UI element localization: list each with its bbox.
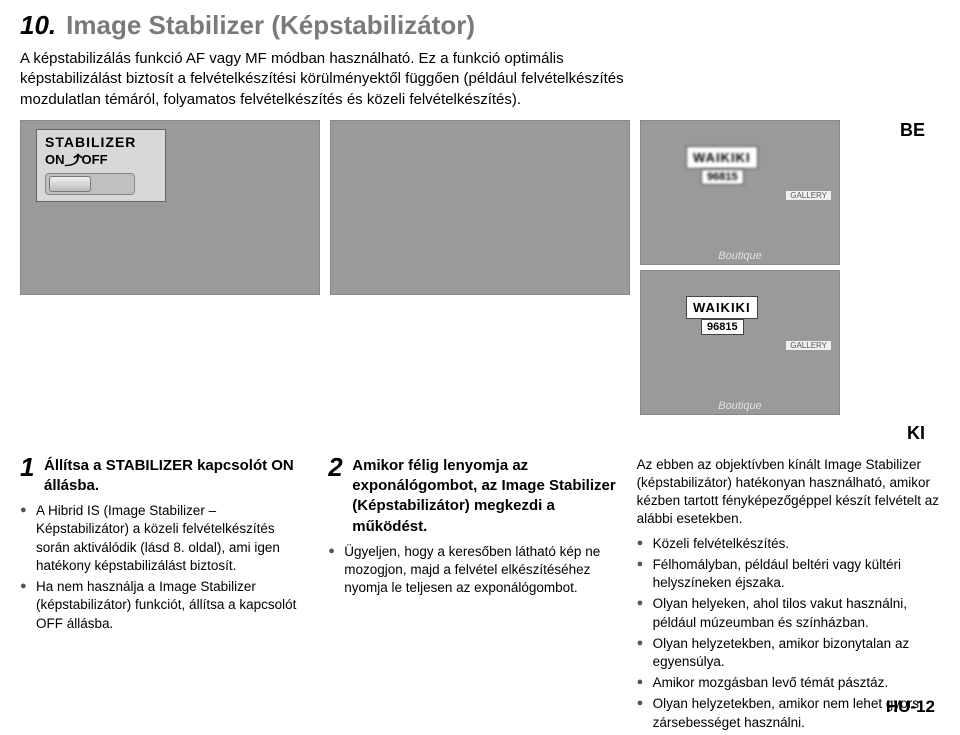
page-number: HU-12 (886, 697, 935, 717)
sample-price-label: 96815 (701, 319, 744, 335)
col3-intro: Az ebben az objektívben kínált Image Sta… (637, 456, 940, 529)
column-1: 1 Állítsa a STABILIZER kapcsolót ON állá… (20, 456, 308, 735)
section-number: 10. (20, 10, 56, 41)
step2-head: 2 Amikor félig lenyomja az exponálógombo… (328, 456, 616, 537)
sample-images-column: WAIKIKI 96815 GALLERY Boutique WAIKIKI 9… (640, 120, 840, 415)
switch-label: STABILIZER (45, 134, 157, 150)
list-item: Ha nem használja a Image Stabilizer (kép… (20, 578, 308, 633)
step1-title: Állítsa a STABILIZER kapcsolót ON állásb… (44, 456, 308, 497)
list-item: Ügyeljen, hogy a keresőben látható kép n… (328, 543, 616, 598)
sample-sign-label: WAIKIKI (686, 146, 758, 169)
sample-sign-label: WAIKIKI (686, 296, 758, 319)
boutique-label: Boutique (718, 400, 761, 412)
gallery-label: GALLERY (786, 191, 831, 200)
section-header: 10. Image Stabilizer (Képstabilizátor) (20, 10, 940, 41)
step1-head: 1 Állítsa a STABILIZER kapcsolót ON állá… (20, 456, 308, 497)
step2-number: 2 (328, 456, 346, 537)
list-item: Olyan helyzetekben, amikor bizonytalan a… (637, 635, 940, 671)
list-item: Félhomályban, például beltéri vagy külté… (637, 556, 940, 592)
step1-number: 1 (20, 456, 38, 497)
sample-image-blurry: WAIKIKI 96815 GALLERY Boutique (640, 120, 840, 265)
step1-bullets: A Hibrid IS (Image Stabilizer – Képstabi… (20, 502, 308, 633)
image-row: STABILIZER ON ⤴ OFF WAIKIKI 96815 GALLER… (20, 120, 940, 415)
switch-onoff-row: ON ⤴ OFF (45, 150, 157, 169)
column-3: Az ebben az objektívben kínált Image Sta… (637, 456, 940, 735)
switch-panel: STABILIZER ON ⤴ OFF (36, 129, 166, 202)
gallery-label: GALLERY (786, 341, 831, 350)
intro-paragraph: A képstabilizálás funkció AF vagy MF mód… (20, 49, 646, 110)
step2-bullets: Ügyeljen, hogy a keresőben látható kép n… (328, 543, 616, 598)
switch-on-label: ON (45, 152, 65, 167)
list-item: Közeli felvételkészítés. (637, 535, 940, 553)
label-ki: KI (907, 423, 925, 443)
camera-closeup-image (330, 120, 630, 295)
list-item: Olyan helyeken, ahol tilos vakut használ… (637, 595, 940, 631)
boutique-label: Boutique (718, 250, 761, 262)
label-be: BE (900, 120, 925, 141)
switch-slot (45, 173, 135, 195)
columns-region: 1 Állítsa a STABILIZER kapcsolót ON állá… (20, 456, 940, 735)
step2-title: Amikor félig lenyomja az exponálógombot,… (352, 456, 616, 537)
switch-image: STABILIZER ON ⤴ OFF (20, 120, 320, 295)
column-2: 2 Amikor félig lenyomja az exponálógombo… (328, 456, 616, 735)
sample-price-label: 96815 (701, 169, 744, 185)
list-item: Amikor mozgásban levő témát pásztáz. (637, 674, 940, 692)
switch-arrow-icon: ⤴ (64, 150, 82, 169)
be-ki-column: BE (900, 120, 940, 290)
section-title: Image Stabilizer (Képstabilizátor) (66, 10, 475, 41)
sample-image-sharp: WAIKIKI 96815 GALLERY Boutique (640, 270, 840, 415)
switch-knob (49, 176, 91, 192)
switch-off-label: OFF (82, 152, 108, 167)
list-item: A Hibrid IS (Image Stabilizer – Képstabi… (20, 502, 308, 575)
